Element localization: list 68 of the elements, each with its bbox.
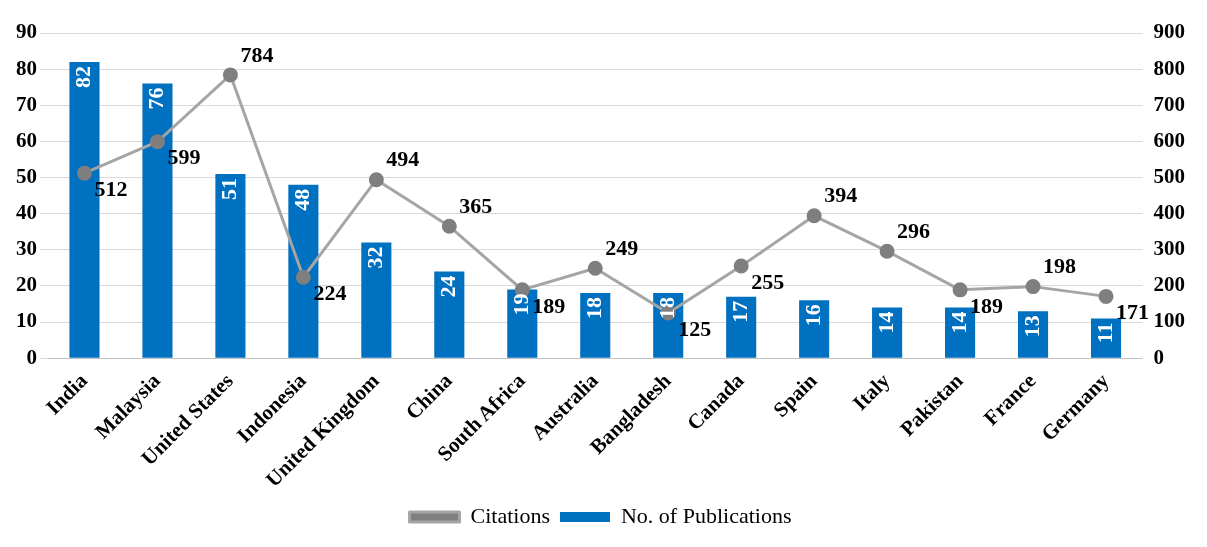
data-label: 76 — [143, 87, 169, 110]
y-tick-label: 20 — [16, 272, 37, 297]
y-tick-label: 70 — [16, 91, 37, 116]
bar — [799, 300, 830, 358]
data-label: 249 — [605, 234, 639, 260]
y-tick-label: 30 — [16, 236, 37, 261]
bar — [580, 293, 611, 358]
y2-tick-label: 300 — [1153, 236, 1185, 261]
y2-tick-label: 400 — [1153, 200, 1185, 225]
point — [368, 172, 384, 188]
bar — [1018, 311, 1049, 358]
point — [1025, 279, 1041, 295]
point — [295, 269, 311, 285]
y2-tick-label: 500 — [1153, 163, 1185, 188]
bar — [361, 242, 392, 358]
data-label: 365 — [459, 192, 493, 218]
bar — [434, 271, 465, 358]
data-label: 82 — [70, 65, 96, 88]
data-label: 255 — [751, 268, 785, 294]
data-label: 17 — [726, 300, 752, 323]
data-label: 18 — [653, 297, 679, 320]
point — [76, 165, 92, 181]
y2-tick-label: 0 — [1153, 344, 1164, 369]
data-label: 171 — [1116, 299, 1150, 325]
data-label: 13 — [1018, 315, 1044, 338]
y2-tick-label: 600 — [1153, 127, 1185, 152]
point — [441, 218, 457, 234]
y2-tick-label: 100 — [1153, 308, 1185, 333]
data-label: 19 — [507, 293, 533, 316]
point — [149, 134, 165, 150]
y-tick-label: 10 — [16, 308, 37, 333]
data-label: 784 — [240, 41, 274, 67]
y2-tick-label: 800 — [1153, 55, 1185, 80]
y-tick-label: 60 — [16, 127, 37, 152]
data-label: 198 — [1043, 253, 1077, 279]
data-label: 14 — [945, 311, 971, 334]
point — [1098, 288, 1114, 304]
data-label: 48 — [289, 188, 315, 211]
data-label: 189 — [970, 292, 1004, 318]
point — [806, 208, 822, 224]
legend-label: Citations — [470, 502, 550, 528]
y-tick-label: 80 — [16, 55, 37, 80]
point — [879, 243, 895, 259]
data-label: 51 — [216, 177, 242, 200]
y-tick-label: 50 — [16, 163, 37, 188]
data-label: 14 — [872, 311, 898, 334]
data-label: 24 — [435, 275, 460, 298]
data-label: 394 — [824, 182, 858, 208]
legend-label: No. of Publications — [620, 502, 792, 528]
point — [587, 260, 603, 276]
point — [733, 258, 749, 274]
data-label: 494 — [386, 146, 420, 172]
data-label: 16 — [799, 304, 825, 327]
y2-tick-label: 200 — [1153, 272, 1185, 297]
y-tick-label: 90 — [16, 19, 37, 44]
data-label: 18 — [580, 297, 606, 320]
bar — [1090, 318, 1122, 358]
point — [952, 282, 968, 298]
bar — [726, 296, 757, 358]
y2-tick-label: 900 — [1153, 19, 1185, 44]
y-tick-label: 40 — [16, 200, 37, 225]
data-label: 296 — [897, 217, 931, 243]
y-tick-label: 0 — [26, 344, 37, 369]
data-label: 32 — [362, 246, 388, 269]
y2-tick-label: 700 — [1153, 91, 1185, 116]
bar — [215, 173, 246, 358]
data-label: 11 — [1091, 322, 1117, 344]
point — [222, 67, 238, 83]
